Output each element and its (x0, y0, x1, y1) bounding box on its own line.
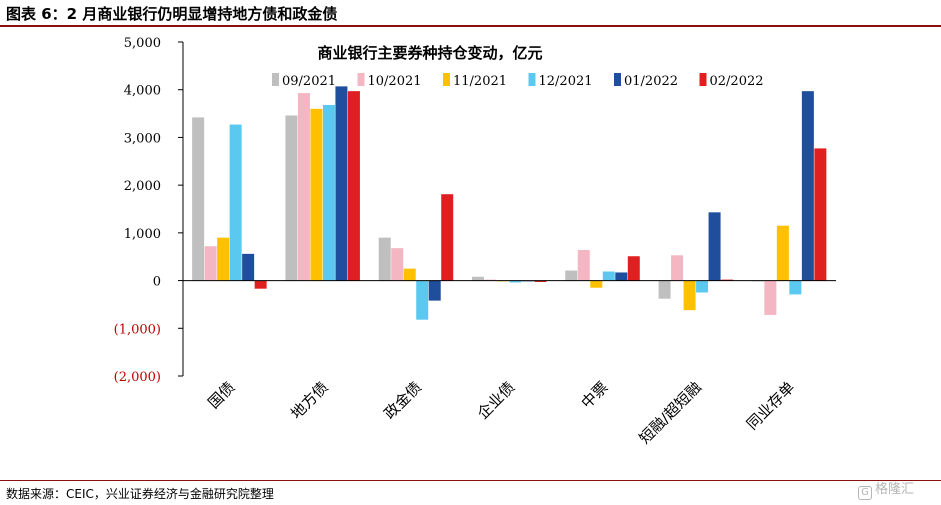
bar-02-2022-1 (347, 91, 360, 281)
bar-10-2021-5 (671, 255, 684, 281)
bar-10-2021-0 (204, 246, 217, 281)
bar-11-2021-0 (217, 237, 230, 281)
bar-01-2022-6 (801, 91, 814, 281)
bar-02-2022-4 (627, 256, 640, 281)
bar-01-2022-5 (708, 212, 721, 281)
bar-11-2021-4 (590, 280, 603, 288)
category-label: 国债 (205, 378, 239, 412)
watermark-logo-icon: G (858, 486, 872, 500)
legend-label: 01/2022 (624, 74, 678, 89)
bar-chart: 商业银行主要券种持仓变动，亿元 09/2021 10/2021 11/2021 12/… (114, 36, 836, 447)
chart-title: 商业银行主要券种持仓变动，亿元 (317, 44, 542, 62)
bar-10-2021-6 (764, 280, 777, 315)
bar-12-2021-4 (602, 271, 615, 281)
legend-label: 09/2021 (282, 74, 336, 89)
y-tick-label: 4,000 (124, 84, 161, 99)
legend-label: 10/2021 (368, 74, 422, 89)
y-tick-label: 3,000 (124, 131, 161, 146)
y-tick-label: 2,000 (124, 179, 161, 194)
bar-12-2021-6 (789, 280, 802, 295)
bottom-rule (0, 480, 941, 481)
bar-10-2021-2 (391, 248, 404, 281)
bar-09-2021-3 (472, 276, 484, 281)
bar-09-2021-1 (285, 115, 298, 281)
bar-10-2021-1 (297, 93, 310, 281)
category-label: 中票 (578, 378, 612, 412)
legend: 09/2021 10/2021 11/2021 12/2021 01/2022 02/20… (272, 73, 764, 89)
category-label: 政金债 (380, 378, 425, 423)
watermark: G 格隆汇 (858, 478, 914, 500)
category-label: 短融/超短融 (636, 378, 705, 447)
y-axis: 5,000 4,000 3,000 2,000 1,000 0 (1,000) (2,000) (114, 36, 184, 385)
source-note: 数据来源：CEIC，兴业证券经济与金融研究院整理 (6, 487, 274, 501)
bar-09-2021-2 (378, 237, 391, 281)
bar-12-2021-0 (229, 124, 242, 281)
y-tick-label: (2,000) (114, 370, 161, 385)
bar-12-2021-2 (416, 280, 429, 320)
bar-02-2022-0 (254, 280, 267, 289)
bar-02-2022-3 (534, 280, 547, 283)
y-tick-label: 1,000 (124, 227, 161, 242)
legend-swatch (528, 73, 536, 86)
legend-label: 11/2021 (453, 74, 507, 89)
legend-swatch (699, 73, 707, 86)
x-axis: 国债 地方债 政金债 企业债 中票 短融/超短融 同业存单 (183, 280, 836, 447)
y-tick-label: 5,000 (124, 36, 161, 51)
bar-12-2021-5 (696, 280, 709, 293)
legend-label: 12/2021 (539, 74, 593, 89)
bar-11-2021-6 (776, 225, 789, 281)
legend-swatch (614, 73, 621, 86)
bar-01-2022-1 (335, 86, 348, 281)
top-rule (0, 25, 941, 27)
watermark-text: 格隆汇 (875, 482, 915, 497)
legend-label: 02/2022 (710, 74, 764, 89)
bar-11-2021-2 (403, 268, 416, 281)
figure-title: 图表 6：2 月商业银行仍明显增持地方债和政金债 (6, 5, 338, 23)
bar-12-2021-3 (509, 280, 522, 283)
bar-09-2021-5 (658, 280, 671, 299)
category-label: 同业存单 (743, 378, 798, 433)
category-label: 地方债 (287, 378, 332, 423)
bar-01-2022-0 (242, 253, 255, 281)
y-tick-label: (1,000) (114, 322, 161, 337)
bar-02-2022-6 (814, 148, 827, 281)
legend-swatch (357, 73, 365, 86)
bar-09-2021-4 (565, 270, 578, 281)
category-label: 企业债 (474, 378, 519, 423)
y-tick-label: 0 (153, 275, 161, 290)
bars (192, 86, 827, 320)
bar-10-2021-4 (577, 250, 590, 281)
bar-01-2022-2 (428, 280, 441, 301)
bar-02-2022-2 (441, 194, 454, 281)
legend-swatch (272, 73, 279, 86)
bar-12-2021-1 (322, 104, 335, 281)
bar-09-2021-0 (192, 117, 205, 281)
bar-11-2021-1 (310, 108, 323, 281)
bar-01-2022-4 (615, 272, 628, 281)
legend-swatch (443, 73, 450, 86)
bar-11-2021-5 (683, 280, 696, 311)
